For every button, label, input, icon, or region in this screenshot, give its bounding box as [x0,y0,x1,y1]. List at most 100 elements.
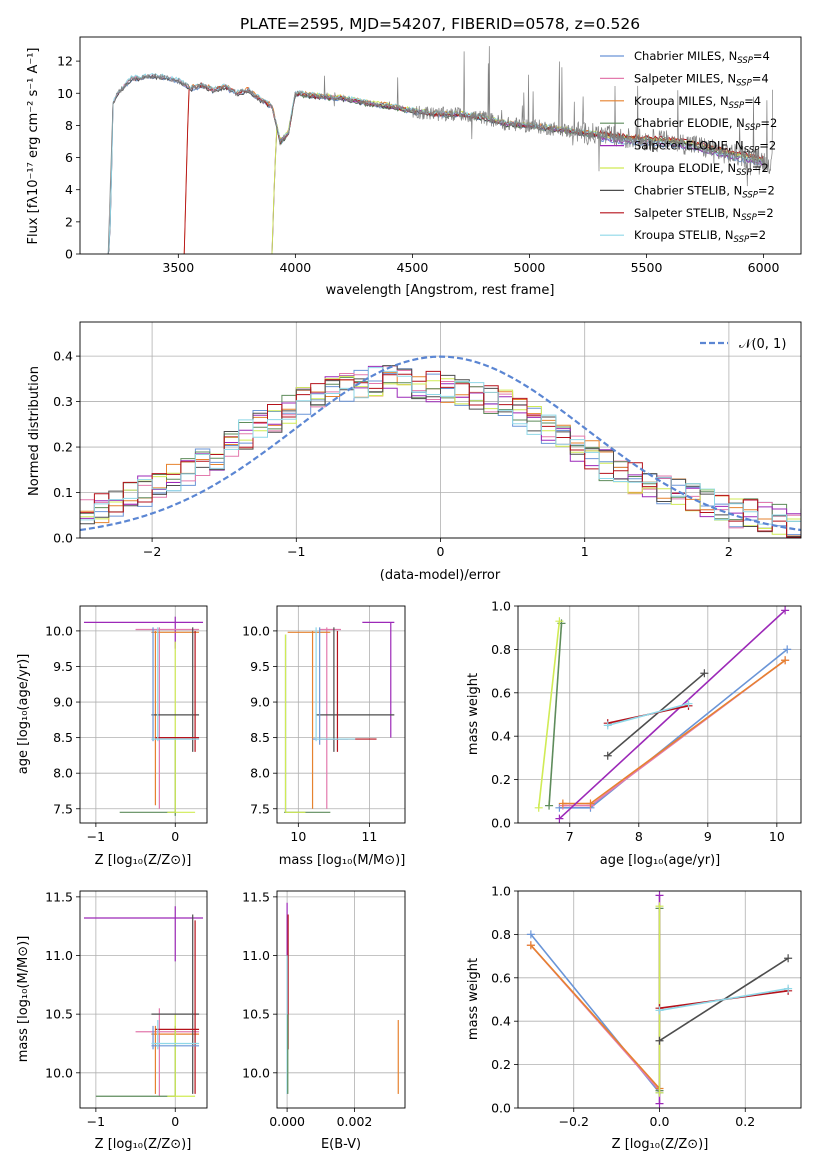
mass-weight-line [607,702,689,727]
x-tick-label: 0 [171,829,179,844]
figure-title: PLATE=2595, MJD=54207, FIBERID=0578, z=0… [240,15,640,33]
observed-spectrum-line [107,46,773,254]
y-tick-label: 10.5 [45,1007,73,1022]
mass-ebv-xlabel: E(B-V) [321,1137,361,1152]
x-tick-label: 5500 [631,260,663,275]
y-tick-label: 9.5 [250,659,270,674]
y-tick-label: 10.0 [242,1065,270,1080]
y-tick-label: 8.0 [250,766,270,781]
axes-frame [276,605,406,824]
x-tick-label: 0 [437,544,445,559]
y-tick-label: 10.0 [45,623,73,638]
mass-weight-marker [655,1088,664,1097]
mass-weight-line [537,621,561,808]
plot-area [83,616,204,816]
x-tick-label: 4000 [279,260,311,275]
plot-area [526,891,793,1108]
y-tick-label: 0.0 [491,816,511,831]
plot-area [284,621,395,813]
x-tick-label: 0.002 [337,1114,373,1129]
y-tick-label: 9.5 [53,659,73,674]
legend-label: Salpeter STELIB, NSSP=2 [634,206,774,223]
gaussian-curve [80,355,801,532]
gaussian-legend-label: 𝒩(0, 1) [739,337,786,352]
mass-weight-marker [655,1036,664,1045]
mass-weight-marker [555,814,564,823]
legend-label: Kroupa MILES, NSSP=4 [634,94,761,111]
mass-weight-marker [784,984,793,993]
residual-ylabel: Normed distribution [27,366,42,496]
legend-label: Chabrier MILES, NSSP=4 [634,49,770,66]
mass-weight-line [548,623,563,806]
residual-histogram-step [80,367,801,525]
mass-weight-marker [684,699,693,708]
axes-frame [276,890,406,1109]
mass-weight-marker [700,669,709,678]
mass-weight-marker [603,721,612,730]
x-tick-label: 10 [769,829,785,844]
plot-area [80,355,801,538]
y-tick-label: 0 [65,247,73,262]
x-tick-label: −1 [287,544,305,559]
y-tick-label: 6 [65,150,73,165]
y-tick-label: 8.5 [53,730,73,745]
mass-weight-marker [781,656,790,665]
mass-weight-marker [555,617,564,626]
legend-label: Kroupa STELIB, NSSP=2 [634,228,766,245]
y-tick-label: 12 [57,54,73,69]
age-vs-mass-panel: 10 11 7.5 8.0 8.5 9.0 9.5 10.0 [242,605,406,844]
mw-z-ylabel: mass weight [466,958,481,1040]
mass-vs-ebv-panel: 0.000 0.002 10.0 10.5 11.0 11.5 [242,889,406,1129]
y-tick-label: 0.0 [491,1101,511,1116]
legend-label: Salpeter MILES, NSSP=4 [634,71,769,88]
legend-label: Chabrier ELODIE, NSSP=2 [634,116,777,133]
mass-weight-marker [655,1006,664,1015]
y-tick-label: 0.6 [491,970,511,985]
y-tick-label: 0.4 [491,729,511,744]
mass-weight-marker [781,606,790,615]
mass-weight-marker [655,1099,664,1108]
mass-vs-metallicity-panel: −1 0 10.0 10.5 11.0 11.5 [45,889,208,1129]
y-tick-label: 11.0 [45,948,73,963]
mass-z-xlabel: Z [log₁₀(Z/Z⊙)] [95,1137,192,1152]
age-z-xlabel: Z [log₁₀(Z/Z⊙)] [95,853,192,868]
mass-weight-vs-age-panel: 7 8 9 10 0.0 0.2 0.4 0.6 0.8 1.0 [491,599,802,844]
x-tick-label: 11 [361,829,377,844]
y-tick-label: 10 [57,86,73,101]
x-tick-label: 4500 [397,260,429,275]
x-tick-label: 8 [635,829,643,844]
x-tick-label: −1 [87,829,105,844]
residual-xlabel: (data-model)/error [380,568,501,583]
mass-weight-line [607,672,705,757]
x-tick-label: 9 [704,829,712,844]
x-tick-label: 0.0 [650,1114,670,1129]
residual-panel: −2 −1 0 1 2 0.0 0.1 0.2 0.3 0.4 [53,321,802,559]
spectrum-panel: 3500 4000 4500 5000 5500 6000 0 2 4 6 8 10 12 [57,36,802,275]
y-tick-label: 0.1 [53,485,73,500]
mass-weight-marker [784,954,793,963]
spectrum-ylabel: Flux [fλ10⁻¹⁷ erg cm⁻² s⁻¹ A⁻¹] [26,48,41,245]
mw-z-xlabel: Z [log₁₀(Z/Z⊙)] [612,1137,709,1152]
mass-weight-marker [526,941,535,950]
x-tick-label: 0.2 [735,1114,755,1129]
x-tick-label: 0.000 [269,1114,305,1129]
plot-area [286,902,399,1094]
mass-weight-marker [783,645,792,654]
mass-weight-marker [534,803,543,812]
mw-age-xlabel: age [log₁₀(age/yr)] [600,853,721,868]
y-tick-label: 11.5 [242,889,270,904]
mass-weight-line [558,609,786,820]
y-tick-label: 0.0 [53,531,73,546]
spectrum-legend: Chabrier MILES, NSSP=4 Salpeter MILES, NS… [600,49,777,245]
y-tick-label: 0.8 [491,642,511,657]
spectrum-xlabel: wavelength [Angstrom, rest frame] [326,283,555,298]
y-tick-label: 0.6 [491,685,511,700]
mass-weight-vs-metallicity-panel: −0.2 0.0 0.2 0.0 0.2 0.4 0.6 0.8 1.0 [491,884,802,1129]
mw-age-ylabel: mass weight [466,673,481,755]
x-tick-label: −1 [87,1114,105,1129]
y-tick-label: 8 [65,118,73,133]
mass-weight-marker [655,902,664,911]
y-tick-label: 0.4 [53,349,73,364]
y-tick-label: 4 [65,182,73,197]
